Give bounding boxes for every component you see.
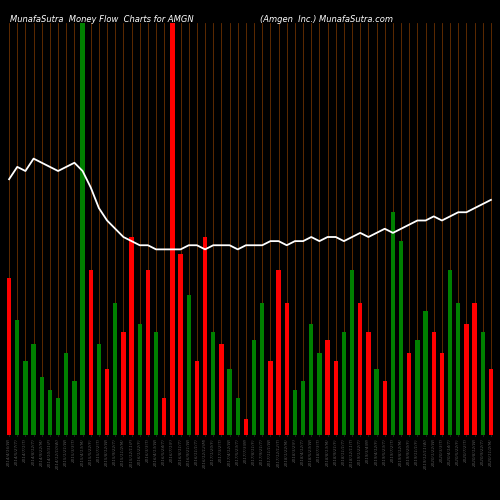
Bar [40, 377, 44, 435]
Bar [472, 303, 477, 435]
Bar [96, 344, 101, 435]
Bar [88, 270, 93, 435]
Text: MunafaSutra  Money Flow  Charts for AMGN: MunafaSutra Money Flow Charts for AMGN [10, 15, 194, 24]
Bar [244, 418, 248, 435]
Bar [154, 332, 158, 435]
Bar [113, 303, 117, 435]
Bar [146, 270, 150, 435]
Bar [186, 294, 191, 435]
Bar [228, 369, 232, 435]
Bar [292, 390, 297, 435]
Bar [342, 332, 346, 435]
Bar [488, 369, 493, 435]
Bar [334, 361, 338, 435]
Bar [23, 361, 28, 435]
Bar [415, 340, 420, 435]
Bar [358, 303, 362, 435]
Bar [15, 320, 20, 435]
Bar [121, 332, 126, 435]
Bar [56, 398, 60, 435]
Bar [456, 303, 460, 435]
Bar [194, 361, 199, 435]
Bar [7, 278, 12, 435]
Bar [309, 324, 314, 435]
Bar [260, 303, 264, 435]
Bar [390, 212, 395, 435]
Bar [276, 270, 281, 435]
Bar [407, 352, 412, 435]
Bar [219, 344, 224, 435]
Bar [350, 270, 354, 435]
Bar [432, 332, 436, 435]
Bar [32, 344, 36, 435]
Bar [448, 270, 452, 435]
Bar [64, 352, 68, 435]
Bar [366, 332, 370, 435]
Bar [80, 22, 85, 435]
Bar [464, 324, 468, 435]
Bar [130, 237, 134, 435]
Bar [211, 332, 216, 435]
Bar [399, 241, 404, 435]
Bar [301, 382, 306, 435]
Bar [480, 332, 485, 435]
Text: (Amgen  Inc.) MunafaSutra.com: (Amgen Inc.) MunafaSutra.com [260, 15, 393, 24]
Bar [252, 340, 256, 435]
Bar [178, 254, 183, 435]
Bar [162, 398, 166, 435]
Bar [203, 237, 207, 435]
Bar [326, 340, 330, 435]
Bar [105, 369, 110, 435]
Bar [424, 311, 428, 435]
Bar [374, 369, 379, 435]
Bar [138, 324, 142, 435]
Bar [236, 398, 240, 435]
Bar [268, 361, 272, 435]
Bar [48, 390, 52, 435]
Bar [440, 352, 444, 435]
Bar [284, 303, 289, 435]
Bar [317, 352, 322, 435]
Bar [382, 382, 387, 435]
Bar [72, 382, 76, 435]
Bar [170, 22, 174, 435]
